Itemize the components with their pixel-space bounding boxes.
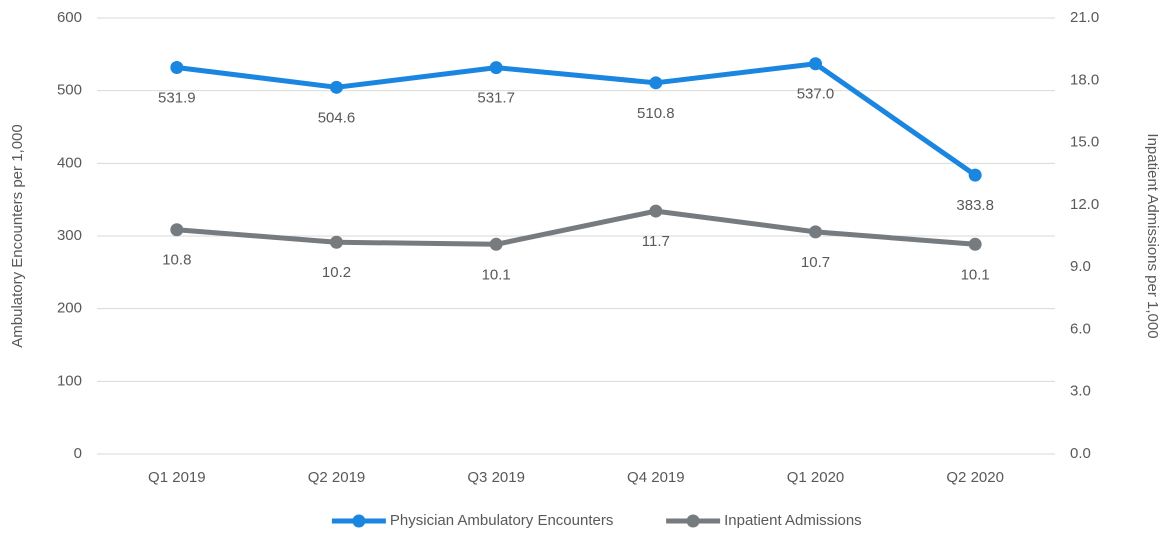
data-label: 510.8 bbox=[637, 105, 675, 122]
legend-marker bbox=[352, 514, 366, 528]
line bbox=[176, 208, 976, 247]
y2-tick-label: 12.0 bbox=[1070, 196, 1099, 213]
line bbox=[176, 61, 977, 178]
marker bbox=[330, 80, 343, 94]
marker bbox=[968, 237, 982, 251]
data-label: 531.7 bbox=[477, 90, 515, 107]
y-tick-label: 400 bbox=[57, 154, 82, 171]
x-tick-label: Q3 2019 bbox=[467, 469, 525, 486]
marker bbox=[170, 60, 184, 74]
data-label: 10.2 bbox=[322, 264, 351, 281]
y2-tick-label: 0.0 bbox=[1070, 445, 1091, 462]
data-label: 10.1 bbox=[961, 266, 990, 283]
x-tick-label: Q2 2019 bbox=[308, 469, 366, 486]
legend-label: Physician Ambulatory Encounters bbox=[390, 512, 613, 529]
y-tick-label: 500 bbox=[57, 82, 82, 99]
marker bbox=[968, 168, 982, 182]
x-tick-label: Q1 2020 bbox=[787, 469, 845, 486]
y2-tick-label: 21.0 bbox=[1070, 9, 1099, 26]
y2-tick-label: 18.0 bbox=[1070, 71, 1099, 88]
y-tick-label: 600 bbox=[57, 9, 82, 26]
y-tick-label: 100 bbox=[57, 372, 82, 389]
data-label: 10.1 bbox=[482, 266, 511, 283]
data-label: 504.6 bbox=[318, 109, 356, 126]
y2-tick-label: 3.0 bbox=[1070, 383, 1091, 400]
y2-tick-label: 9.0 bbox=[1070, 258, 1091, 275]
legend-label: Inpatient Admissions bbox=[724, 512, 862, 529]
x-tick-label: Q1 2019 bbox=[148, 469, 206, 486]
data-label: 531.9 bbox=[158, 89, 196, 106]
y2-tick-label: 15.0 bbox=[1070, 134, 1099, 151]
marker bbox=[649, 204, 663, 218]
data-label: 11.7 bbox=[642, 233, 670, 250]
y-axis-title: Ambulatory Encounters per 1,000 bbox=[9, 124, 26, 347]
x-tick-label: Q2 2020 bbox=[946, 469, 1004, 486]
data-label: 537.0 bbox=[797, 86, 835, 103]
y2-tick-label: 6.0 bbox=[1070, 320, 1091, 337]
data-label: 10.7 bbox=[801, 254, 830, 271]
y2-axis-title: Inpatient Admissions per 1,000 bbox=[1144, 133, 1161, 338]
legend-marker bbox=[686, 514, 700, 528]
marker bbox=[170, 223, 184, 237]
y-tick-label: 200 bbox=[57, 300, 82, 317]
y-tick-label: 300 bbox=[57, 227, 82, 244]
marker bbox=[489, 61, 503, 75]
data-label: 383.8 bbox=[956, 197, 994, 214]
marker bbox=[809, 57, 822, 71]
y-tick-label: 0 bbox=[74, 445, 82, 462]
marker bbox=[330, 235, 343, 249]
marker bbox=[489, 237, 503, 251]
marker bbox=[809, 225, 822, 239]
data-label: 10.8 bbox=[162, 252, 191, 269]
x-tick-label: Q4 2019 bbox=[627, 469, 685, 486]
marker bbox=[649, 76, 663, 90]
